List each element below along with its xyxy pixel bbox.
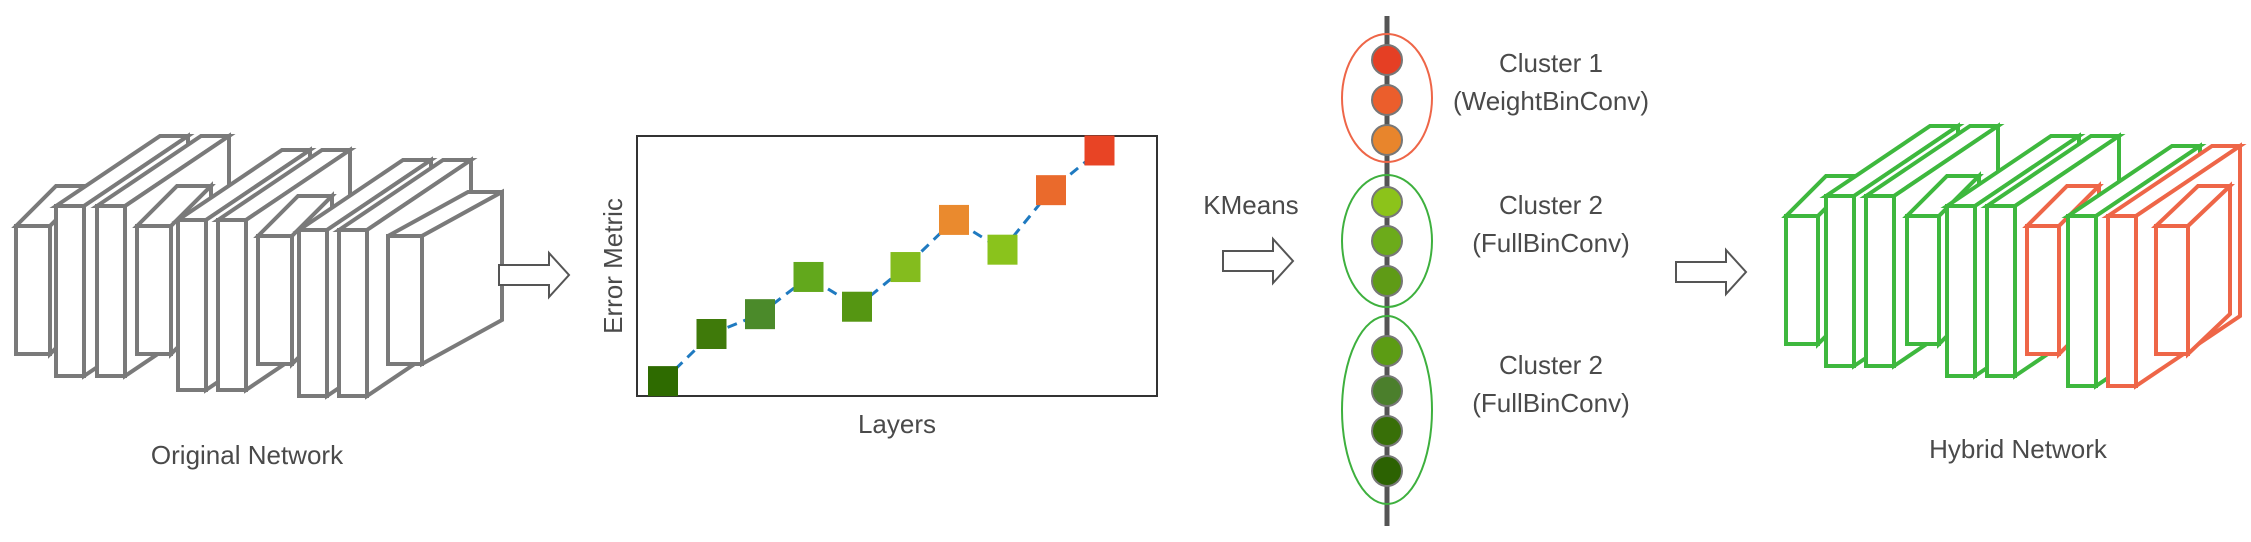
error-metric-chart: Layers Error Metric [598, 135, 1158, 439]
cluster-member-dot [1371, 335, 1403, 367]
hybrid-layer-10 [2151, 181, 2235, 359]
hybrid-network-label: Hybrid Network [1929, 434, 2108, 464]
data-point-layer-9 [1036, 175, 1066, 206]
cluster-member-dot [1371, 186, 1403, 218]
cluster-member-dot [1371, 84, 1403, 116]
chart-frame [636, 135, 1158, 397]
cluster-type-label: (WeightBinConv) [1453, 86, 1649, 116]
arrow-chart-to-clusters [1222, 236, 1295, 286]
cluster-type-label: (FullBinConv) [1472, 388, 1630, 418]
cluster-1: Cluster 1 (WeightBinConv) [1341, 33, 1649, 163]
arrow-network-to-chart [498, 250, 571, 300]
data-point-layer-6 [890, 252, 921, 283]
cluster-member-dot [1371, 225, 1403, 257]
cluster-member-dot [1371, 455, 1403, 487]
cluster-type-label: (FullBinConv) [1472, 228, 1630, 258]
data-point-layer-2 [696, 319, 727, 349]
cluster-name-label: Cluster 2 [1499, 190, 1603, 220]
arrow-clusters-to-hybrid [1675, 247, 1748, 297]
cluster-boundary [1341, 174, 1433, 308]
cluster-boundary [1341, 315, 1433, 505]
y-axis-label: Error Metric [598, 198, 628, 334]
flow-arrows [498, 236, 1748, 300]
cluster-boundary [1341, 33, 1433, 163]
error-trend-line [661, 149, 1101, 383]
hybrid-network-stack [1781, 122, 2247, 390]
chart-marks [648, 135, 1115, 397]
original-network-stack [11, 132, 504, 400]
cluster-3: Cluster 2 (FullBinConv) [1341, 315, 1630, 505]
data-point-layer-10 [1084, 135, 1115, 166]
data-point-layer-5 [842, 291, 872, 322]
cluster-member-dot [1371, 415, 1403, 447]
cluster-member-dot [1371, 265, 1403, 297]
cluster-member-dot [1371, 44, 1403, 76]
kmeans-clusters: Cluster 1 (WeightBinConv) Cluster 2 (FullBi… [1341, 16, 1649, 526]
cluster-name-label: Cluster 1 [1499, 48, 1603, 78]
original-layer-10 [386, 188, 504, 368]
data-point-layer-8 [987, 234, 1018, 265]
data-point-layer-1 [648, 366, 678, 397]
cluster-2: Cluster 2 (FullBinConv) [1341, 174, 1630, 308]
x-axis-label: Layers [858, 409, 936, 439]
data-point-layer-4 [793, 261, 824, 292]
kmeans-label: KMeans [1203, 190, 1298, 220]
cluster-member-dot [1371, 124, 1403, 156]
cluster-name-label: Cluster 2 [1499, 350, 1603, 380]
data-point-layer-3 [745, 299, 775, 330]
cluster-member-dot [1371, 375, 1403, 407]
data-point-layer-7 [939, 204, 969, 235]
original-network-label: Original Network [151, 440, 344, 470]
